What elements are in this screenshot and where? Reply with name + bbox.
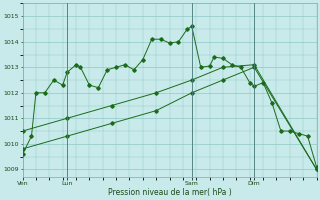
X-axis label: Pression niveau de la mer( hPa ): Pression niveau de la mer( hPa ) <box>108 188 231 197</box>
